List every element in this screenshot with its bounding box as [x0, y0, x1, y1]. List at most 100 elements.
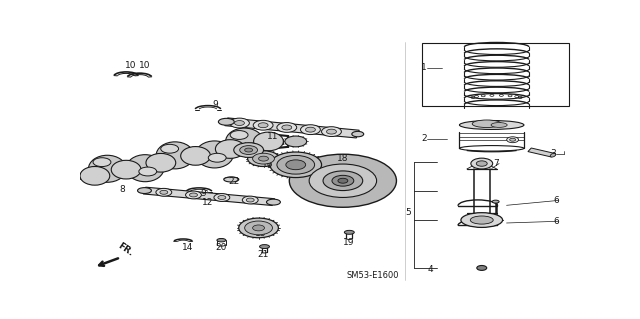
Ellipse shape — [277, 122, 297, 132]
Ellipse shape — [217, 239, 226, 242]
Ellipse shape — [243, 196, 258, 204]
Ellipse shape — [139, 167, 157, 176]
Text: 10: 10 — [140, 61, 151, 70]
Ellipse shape — [180, 146, 211, 165]
Ellipse shape — [246, 198, 254, 202]
Ellipse shape — [476, 161, 487, 166]
Text: 11: 11 — [267, 132, 278, 141]
Text: SM53-E1600: SM53-E1600 — [346, 271, 399, 280]
Ellipse shape — [507, 137, 518, 143]
Text: 3: 3 — [550, 149, 556, 158]
Ellipse shape — [146, 153, 176, 172]
Ellipse shape — [126, 155, 164, 182]
Text: 12: 12 — [202, 198, 214, 207]
Ellipse shape — [189, 193, 198, 197]
Text: 2: 2 — [422, 135, 428, 144]
Ellipse shape — [332, 175, 354, 186]
Text: 18: 18 — [337, 154, 349, 163]
Ellipse shape — [225, 128, 263, 155]
Text: 21: 21 — [258, 250, 269, 259]
Ellipse shape — [93, 158, 111, 167]
Ellipse shape — [305, 127, 316, 132]
Ellipse shape — [338, 178, 348, 183]
Ellipse shape — [216, 140, 245, 158]
Ellipse shape — [277, 155, 315, 174]
Ellipse shape — [285, 136, 307, 147]
Text: 5: 5 — [406, 208, 412, 217]
Ellipse shape — [214, 194, 230, 201]
Polygon shape — [225, 118, 359, 138]
Ellipse shape — [286, 160, 306, 170]
Text: 1: 1 — [422, 63, 428, 72]
Ellipse shape — [111, 160, 141, 179]
Ellipse shape — [550, 153, 556, 157]
Ellipse shape — [492, 200, 499, 203]
Text: 20: 20 — [216, 243, 227, 252]
Ellipse shape — [253, 132, 284, 151]
Ellipse shape — [352, 131, 364, 137]
Ellipse shape — [156, 189, 172, 196]
Text: 4: 4 — [428, 265, 433, 274]
Text: 9: 9 — [200, 189, 206, 197]
Ellipse shape — [88, 155, 126, 182]
Ellipse shape — [282, 125, 292, 130]
Ellipse shape — [253, 225, 264, 231]
Ellipse shape — [186, 191, 202, 199]
Ellipse shape — [270, 152, 321, 178]
Ellipse shape — [470, 216, 493, 224]
Ellipse shape — [248, 151, 280, 167]
Ellipse shape — [234, 121, 244, 125]
Ellipse shape — [230, 130, 248, 139]
Ellipse shape — [156, 142, 194, 169]
Ellipse shape — [321, 127, 341, 137]
Ellipse shape — [161, 144, 179, 153]
Ellipse shape — [323, 171, 363, 190]
Text: 19: 19 — [343, 238, 355, 247]
Ellipse shape — [326, 129, 337, 134]
Ellipse shape — [471, 158, 493, 169]
Ellipse shape — [309, 164, 376, 197]
Ellipse shape — [460, 121, 524, 130]
Ellipse shape — [344, 230, 355, 234]
Ellipse shape — [258, 123, 268, 128]
Ellipse shape — [208, 153, 226, 162]
Ellipse shape — [253, 153, 275, 164]
Text: 15: 15 — [290, 163, 301, 172]
Text: 13: 13 — [255, 229, 267, 238]
Ellipse shape — [240, 145, 257, 154]
Ellipse shape — [196, 141, 234, 168]
Text: 16: 16 — [262, 160, 273, 168]
Ellipse shape — [160, 190, 168, 194]
Text: 8: 8 — [119, 185, 125, 194]
Text: 9: 9 — [212, 100, 218, 109]
Ellipse shape — [253, 120, 273, 130]
Polygon shape — [143, 187, 275, 205]
Ellipse shape — [218, 196, 226, 199]
Ellipse shape — [218, 118, 234, 125]
Ellipse shape — [138, 188, 152, 194]
Ellipse shape — [244, 221, 273, 235]
Text: 10: 10 — [125, 61, 137, 70]
Ellipse shape — [461, 213, 502, 227]
Ellipse shape — [260, 245, 269, 249]
Ellipse shape — [259, 156, 269, 161]
Text: 14: 14 — [182, 243, 194, 252]
Ellipse shape — [472, 120, 501, 128]
Text: 7: 7 — [493, 159, 499, 168]
Bar — [422, 43, 568, 106]
Text: 6: 6 — [553, 217, 559, 226]
Ellipse shape — [491, 122, 507, 127]
Ellipse shape — [234, 143, 264, 157]
Ellipse shape — [266, 199, 280, 205]
Polygon shape — [528, 148, 555, 157]
Text: FR.: FR. — [116, 242, 134, 258]
Ellipse shape — [224, 177, 239, 182]
Ellipse shape — [239, 218, 278, 238]
Text: 22: 22 — [228, 177, 239, 187]
Text: 6: 6 — [553, 196, 559, 205]
Text: 17: 17 — [243, 147, 254, 156]
Ellipse shape — [477, 265, 487, 271]
Ellipse shape — [244, 148, 253, 152]
Ellipse shape — [230, 118, 250, 128]
Ellipse shape — [301, 125, 321, 135]
